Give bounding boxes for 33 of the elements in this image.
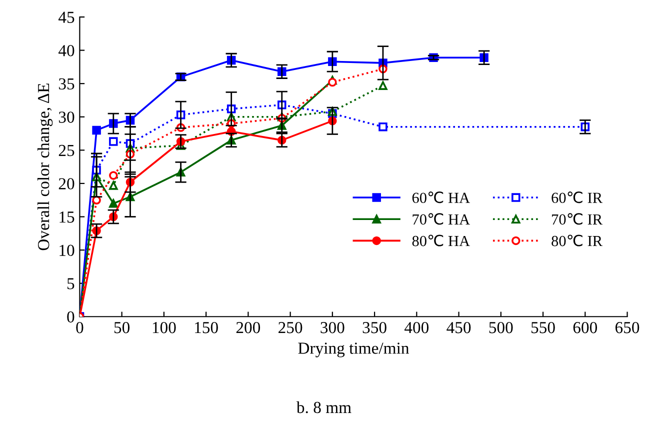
y-tick-label: 45 (58, 12, 74, 23)
text: b. 8 mm (296, 401, 352, 414)
x-tick-label: 450 (446, 322, 471, 334)
y-tick-label: 5 (67, 278, 74, 290)
x-tick-label: 600 (573, 322, 598, 334)
x-tick-label: 550 (531, 322, 555, 334)
x-tick-label: 0 (76, 322, 84, 334)
legend-label: 70℃ HA (412, 213, 470, 225)
x-tick-label: 650 (615, 322, 640, 334)
y-tick-label: 10 (60, 244, 74, 256)
x-tick-label: 300 (320, 322, 344, 334)
x-tick-label: 400 (404, 322, 429, 334)
y-tick-label: 15 (60, 212, 74, 223)
x-tick-label: 250 (278, 322, 302, 334)
legend-label: 70℃ IR (552, 213, 603, 225)
y-tick-label: 25 (58, 144, 74, 156)
x-tick-label: 200 (236, 322, 260, 334)
y-tick-label: 0 (67, 311, 74, 323)
y-tick-label: 30 (58, 112, 74, 123)
x-tick-label: 150 (195, 322, 218, 334)
y-tick-label: 35 (58, 78, 74, 90)
legend-label: 80℃ HA (412, 234, 470, 246)
y-tick-label: 20 (58, 178, 74, 190)
legend-label: 80℃ IR (552, 234, 603, 246)
legend-label: 60℃ HA (412, 192, 470, 204)
y-tick-label: 40 (58, 44, 74, 56)
x-tick-label: 50 (114, 322, 130, 334)
x-tick-label: 350 (362, 322, 386, 334)
y-axis-title: Overall color change, ΔE (37, 84, 53, 250)
x-tick-label: 500 (489, 322, 513, 334)
legend-label: 60℃ IR (552, 192, 603, 204)
x-axis-title: Drying time/min (298, 342, 410, 358)
x-tick-label: 100 (152, 322, 176, 334)
